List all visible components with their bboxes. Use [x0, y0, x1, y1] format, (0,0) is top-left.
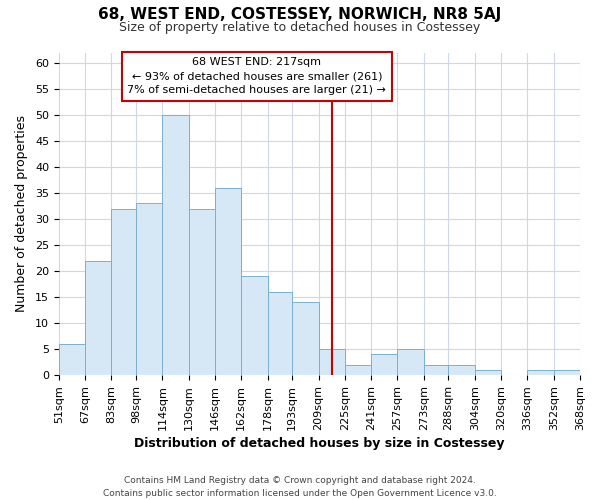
Text: 68, WEST END, COSTESSEY, NORWICH, NR8 5AJ: 68, WEST END, COSTESSEY, NORWICH, NR8 5A… — [98, 8, 502, 22]
Bar — [163, 115, 188, 375]
X-axis label: Distribution of detached houses by size in Costessey: Distribution of detached houses by size … — [134, 437, 505, 450]
Bar — [268, 292, 292, 375]
Bar — [371, 354, 397, 375]
Bar — [345, 365, 371, 375]
Bar — [448, 365, 475, 375]
Bar — [397, 349, 424, 375]
Bar — [424, 365, 448, 375]
Text: Size of property relative to detached houses in Costessey: Size of property relative to detached ho… — [119, 21, 481, 34]
Text: Contains HM Land Registry data © Crown copyright and database right 2024.
Contai: Contains HM Land Registry data © Crown c… — [103, 476, 497, 498]
Bar — [215, 188, 241, 375]
Y-axis label: Number of detached properties: Number of detached properties — [15, 116, 28, 312]
Bar — [188, 208, 215, 375]
Bar — [112, 208, 136, 375]
Bar — [475, 370, 501, 375]
Text: 68 WEST END: 217sqm
← 93% of detached houses are smaller (261)
7% of semi-detach: 68 WEST END: 217sqm ← 93% of detached ho… — [127, 58, 386, 96]
Bar — [527, 370, 554, 375]
Bar — [241, 276, 268, 375]
Bar — [292, 302, 319, 375]
Bar — [85, 260, 112, 375]
Bar — [59, 344, 85, 375]
Bar — [554, 370, 580, 375]
Bar — [319, 349, 345, 375]
Bar — [136, 204, 163, 375]
